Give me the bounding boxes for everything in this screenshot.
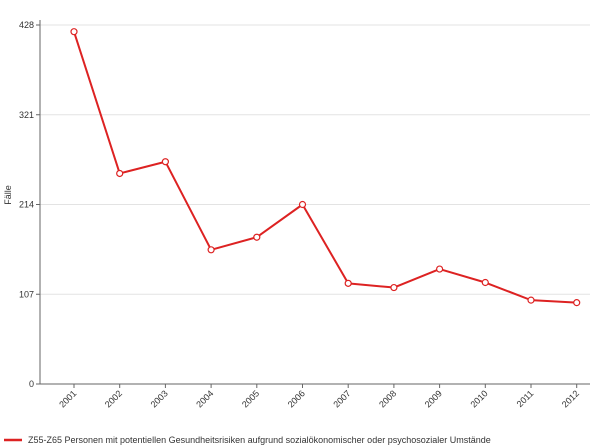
- data-point[interactable]: [207, 246, 215, 254]
- x-tick-label: 2010: [468, 388, 489, 409]
- y-axis-title: Fälle: [3, 185, 13, 205]
- x-tick-label: 2001: [57, 388, 78, 409]
- axes: [39, 20, 590, 385]
- x-tick-label: 2012: [560, 388, 581, 409]
- x-tick-label: 2002: [103, 388, 124, 409]
- data-point[interactable]: [344, 279, 352, 287]
- series-line-0: [73, 31, 577, 304]
- y-tick-label: 0: [29, 379, 34, 389]
- legend-label: Z55-Z65 Personen mit potentiellen Gesund…: [28, 435, 491, 445]
- data-point[interactable]: [573, 299, 581, 307]
- legend: Z55-Z65 Personen mit potentiellen Gesund…: [4, 435, 491, 445]
- x-tick-label: 2007: [331, 388, 352, 409]
- y-tick-label: 107: [19, 289, 34, 299]
- data-points: [70, 28, 581, 307]
- y-axis-ticks: 0 107 214 321 428: [19, 20, 40, 389]
- data-point[interactable]: [116, 169, 124, 178]
- data-point[interactable]: [253, 233, 261, 241]
- x-tick-label: 2005: [240, 388, 261, 409]
- data-point[interactable]: [161, 158, 169, 166]
- grid-lines: [40, 24, 590, 295]
- y-tick-label: 214: [19, 200, 34, 210]
- data-point[interactable]: [436, 265, 444, 273]
- data-point[interactable]: [390, 283, 398, 292]
- x-tick-label: 2003: [149, 388, 170, 409]
- series-line: [73, 31, 577, 304]
- x-tick-label: 2011: [515, 388, 536, 409]
- data-point[interactable]: [298, 200, 307, 209]
- x-tick-label: 2009: [423, 388, 444, 409]
- x-tick-label: 2006: [286, 388, 307, 409]
- data-point[interactable]: [527, 296, 535, 304]
- data-point[interactable]: [481, 278, 489, 287]
- y-tick-label: 321: [19, 110, 34, 120]
- data-point[interactable]: [70, 28, 78, 36]
- y-tick-label: 428: [19, 20, 34, 30]
- x-axis-ticks: 2001 2002 2003 2004 2005 2006 2007 2008 2009 2010…: [57, 384, 581, 410]
- x-tick-label: 2008: [377, 388, 398, 409]
- x-tick-label: 2004: [194, 388, 215, 409]
